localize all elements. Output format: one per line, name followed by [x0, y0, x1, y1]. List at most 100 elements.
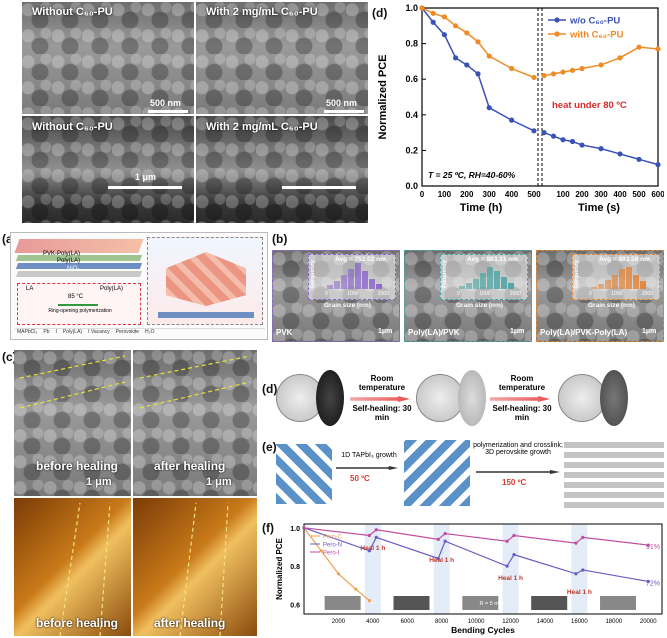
histogram-bar — [605, 280, 611, 289]
bending-chart: 0.6 0.8 1.0 2000 4000 6000 8000 10000 12000 14000… — [275, 523, 663, 635]
legend-label: w/o C₆₀-PU — [569, 16, 620, 27]
legend-marker — [554, 31, 560, 37]
data-point — [441, 32, 447, 38]
label-before-top: before healing — [36, 459, 119, 473]
x-tick-label: 6000 — [401, 619, 415, 625]
hist-ticks: 0 1000 2000 — [589, 291, 653, 297]
heal-label: Heal 1 h — [567, 589, 592, 596]
x-tick-label-right: 200 — [575, 190, 589, 199]
sem-scale-label: 1μm — [510, 328, 525, 335]
schem-label-4: Poly(LA) — [100, 286, 124, 292]
sem-scale-label: 1μm — [642, 328, 657, 335]
data-point — [475, 71, 481, 77]
pce-chart: 0.0 0.2 0.4 0.6 0.8 1.0 0 100 200 300 400 500 100 200… — [377, 3, 664, 214]
y-tick-label: 0.6 — [405, 74, 418, 84]
x-tick-label: 20000 — [640, 619, 657, 625]
heal-band — [433, 524, 450, 614]
hist-ylabel: Frequency — [441, 260, 448, 288]
bending-photo — [393, 596, 430, 610]
chart-frame — [421, 7, 659, 187]
data-point — [486, 105, 492, 111]
data-point — [617, 151, 623, 157]
schem-label-2: NiOₓ — [67, 266, 80, 272]
scale-after: 1 μm — [206, 476, 232, 488]
bending-point — [505, 564, 509, 568]
y-tick-label: 1.0 — [405, 3, 418, 13]
synth-temp-2: 150 ºC — [502, 478, 527, 487]
octahedra-1 — [276, 444, 332, 504]
sem-grain-row: Avg = 752.02 nm Frequency 0 1000 2000 Grain s… — [272, 250, 666, 342]
bending-point — [302, 526, 306, 530]
histogram-bar — [459, 286, 465, 289]
data-point — [453, 55, 459, 61]
photo-2 — [416, 374, 464, 422]
y-tick-label: 0.8 — [405, 39, 418, 49]
sem-scale-label: 1μm — [378, 328, 393, 335]
bending-series-line — [303, 527, 649, 546]
heal-step-2-sub: Self-healing: 30 min — [492, 404, 552, 422]
y-tick-label: 0.0 — [405, 181, 418, 191]
x-tick-label-left: 500 — [527, 190, 541, 199]
bending-point — [374, 535, 378, 540]
heal-label: Heal 1 h — [429, 557, 454, 564]
hist-tick-label: 1000 — [611, 291, 623, 297]
sem-sample-label: PVK — [276, 328, 293, 337]
histogram-bar — [334, 281, 340, 289]
sem-panel-top: (c) Without C₆₀-PU With 2 mg/mL C₆₀-PU W… — [0, 0, 370, 225]
x-tick-label: 16000 — [571, 619, 588, 625]
heal-arrow-1 — [350, 396, 410, 402]
histogram-bar — [327, 285, 333, 289]
histogram-bar — [619, 269, 625, 289]
octahedra-3 — [564, 440, 664, 508]
legend-item-7: MAPbCl₃ — [17, 329, 38, 335]
hist-tick-label: 0 — [457, 291, 460, 297]
scale-before: 1 μm — [86, 476, 112, 488]
y-axis-label: Normalized PCE — [275, 537, 284, 599]
label-after-top: after healing — [154, 459, 226, 473]
hist-ticks: 0 1000 2000 — [325, 291, 389, 297]
hist-ylabel: Frequency — [573, 260, 580, 288]
data-point — [598, 62, 604, 68]
histogram-bar — [376, 284, 382, 289]
x-axis-label: Bending Cycles — [451, 625, 515, 635]
legend-item-11: I Vacancy — [88, 329, 110, 335]
substrate-bar — [158, 312, 254, 318]
panel-tag-d: (d) — [372, 6, 388, 20]
reaction-box: LA Poly(LA) 85 °C Ring-opening polymeriz… — [17, 283, 141, 325]
sem-image-without-cross — [22, 116, 194, 223]
x-tick-label-right: 600 — [651, 190, 664, 199]
grain-histogram: Avg = 993.59 nm Frequency 0 1000 2000 — [572, 254, 660, 300]
x-tick-label-right: 500 — [632, 190, 646, 199]
data-point — [486, 53, 492, 59]
legend-item-10: Poly(LA) — [62, 329, 83, 335]
grain-histogram: Avg = 983.31 nm Frequency 0 1000 2000 — [440, 254, 528, 300]
bending-point — [581, 535, 585, 540]
histogram-bar — [466, 283, 472, 289]
y-tick-label: 0.8 — [290, 564, 300, 571]
x-tick-label: 10000 — [468, 619, 485, 625]
data-point — [531, 128, 537, 134]
bending-point — [319, 549, 323, 553]
panel-tag-c-bottom: (c) — [2, 350, 17, 364]
heal-band — [571, 524, 588, 614]
chart-frame — [303, 523, 663, 615]
bending-point — [512, 533, 516, 538]
data-point — [441, 14, 447, 20]
sem-image-with-top — [196, 2, 368, 114]
y-tick-label: 1.0 — [290, 526, 300, 533]
scale-bar-br — [282, 186, 356, 189]
histogram-bar — [487, 267, 493, 289]
x-tick-label: 8000 — [435, 619, 449, 625]
panel-tag-e: (e) — [262, 440, 277, 454]
panel-tag-f: (f) — [262, 521, 274, 535]
bending-point — [581, 568, 585, 572]
data-point — [550, 133, 557, 139]
x-tick-label-right: 400 — [613, 190, 627, 199]
radius-label: R = 5 mm — [480, 601, 504, 607]
sem-before-healing — [14, 350, 131, 496]
scale-text-tr: 500 nm — [326, 98, 358, 108]
reaction-arrow — [58, 304, 98, 306]
scale-bar-tl — [148, 110, 188, 113]
hist-ylabel: Frequency — [309, 260, 316, 288]
hist-ticks: 0 1000 2000 — [457, 291, 521, 297]
